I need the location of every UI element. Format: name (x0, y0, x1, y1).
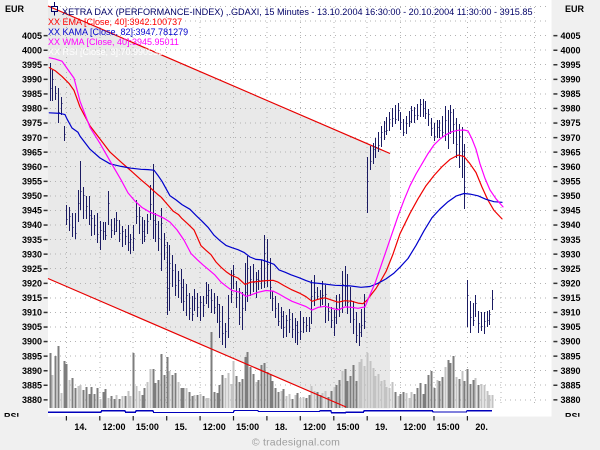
svg-text:3955: 3955 (22, 177, 42, 187)
svg-text:15:00: 15:00 (136, 422, 159, 432)
svg-text:3880: 3880 (561, 395, 581, 405)
svg-text:4005: 4005 (22, 31, 42, 41)
svg-text:4005: 4005 (561, 31, 581, 41)
svg-text:19.: 19. (375, 422, 388, 432)
svg-text:3990: 3990 (22, 75, 42, 85)
svg-text:3930: 3930 (561, 249, 581, 259)
svg-text:3975: 3975 (22, 118, 42, 128)
svg-text:3995: 3995 (561, 60, 581, 70)
svg-text:3940: 3940 (22, 220, 42, 230)
svg-text:3940: 3940 (561, 220, 581, 230)
svg-text:3935: 3935 (22, 235, 42, 245)
svg-text:3970: 3970 (561, 133, 581, 143)
svg-text:3890: 3890 (561, 366, 581, 376)
svg-text:3905: 3905 (561, 322, 581, 332)
svg-text:3885: 3885 (561, 380, 581, 390)
svg-text:15:00: 15:00 (336, 422, 359, 432)
svg-text:3910: 3910 (22, 308, 42, 318)
svg-text:3920: 3920 (561, 279, 581, 289)
svg-text:XX RSI [Close, 3]:70.990533: XX RSI [Close, 3]:70.990533 (48, 47, 163, 57)
svg-text:12:00: 12:00 (102, 422, 125, 432)
svg-text:3890: 3890 (22, 366, 42, 376)
svg-text:3925: 3925 (561, 264, 581, 274)
svg-text:3910: 3910 (561, 308, 581, 318)
svg-text:12:00: 12:00 (403, 422, 426, 432)
svg-text:3935: 3935 (561, 235, 581, 245)
svg-text:3985: 3985 (22, 89, 42, 99)
svg-text:3965: 3965 (561, 147, 581, 157)
svg-text:3900: 3900 (561, 337, 581, 347)
svg-text:3905: 3905 (22, 322, 42, 332)
svg-text:20.: 20. (475, 422, 488, 432)
svg-text:EUR: EUR (5, 4, 25, 14)
svg-text:4000: 4000 (22, 45, 42, 55)
svg-text:3960: 3960 (22, 162, 42, 172)
svg-text:12:00: 12:00 (203, 422, 226, 432)
svg-text:EUR: EUR (565, 4, 585, 14)
svg-text:3900: 3900 (22, 337, 42, 347)
svg-text:XX KAMA [Close, 82]:3947.78127: XX KAMA [Close, 82]:3947.781279 (48, 27, 188, 37)
svg-text:15:00: 15:00 (437, 422, 460, 432)
svg-text:3975: 3975 (561, 118, 581, 128)
svg-text:3880: 3880 (22, 395, 42, 405)
svg-text:15:00: 15:00 (236, 422, 259, 432)
svg-text:3980: 3980 (22, 104, 42, 114)
svg-text:3895: 3895 (561, 351, 581, 361)
svg-text:© tradesignal.com: © tradesignal.com (252, 437, 340, 449)
svg-text:3945: 3945 (22, 206, 42, 216)
svg-text:3915: 3915 (22, 293, 42, 303)
svg-text:3950: 3950 (561, 191, 581, 201)
svg-text:18.: 18. (275, 422, 288, 432)
svg-text:RSI: RSI (4, 412, 19, 422)
svg-text:3970: 3970 (22, 133, 42, 143)
svg-text:3985: 3985 (561, 89, 581, 99)
svg-text:3955: 3955 (561, 177, 581, 187)
svg-text:3965: 3965 (22, 147, 42, 157)
svg-text:XETRA DAX (PERFORMANCE-INDEX): XETRA DAX (PERFORMANCE-INDEX) ,.GDAXI, 1… (62, 7, 533, 17)
svg-text:XX WMA [Close, 40]:3945.95011: XX WMA [Close, 40]:3945.95011 (48, 37, 179, 47)
svg-text:3950: 3950 (22, 191, 42, 201)
svg-text:3915: 3915 (561, 293, 581, 303)
svg-text:14.: 14. (74, 422, 87, 432)
svg-text:3945: 3945 (561, 206, 581, 216)
svg-text:3980: 3980 (561, 104, 581, 114)
svg-text:RSI: RSI (565, 412, 580, 422)
svg-text:12:00: 12:00 (303, 422, 326, 432)
svg-text:3995: 3995 (22, 60, 42, 70)
svg-text:XX EMA [Close, 40]:3942.100737: XX EMA [Close, 40]:3942.100737 (48, 17, 182, 27)
svg-text:3960: 3960 (561, 162, 581, 172)
svg-text:15.: 15. (175, 422, 188, 432)
svg-text:3885: 3885 (22, 380, 42, 390)
svg-text:3990: 3990 (561, 75, 581, 85)
svg-text:3895: 3895 (22, 351, 42, 361)
svg-text:3920: 3920 (22, 279, 42, 289)
svg-text:3930: 3930 (22, 249, 42, 259)
svg-text:3925: 3925 (22, 264, 42, 274)
svg-text:4000: 4000 (561, 45, 581, 55)
